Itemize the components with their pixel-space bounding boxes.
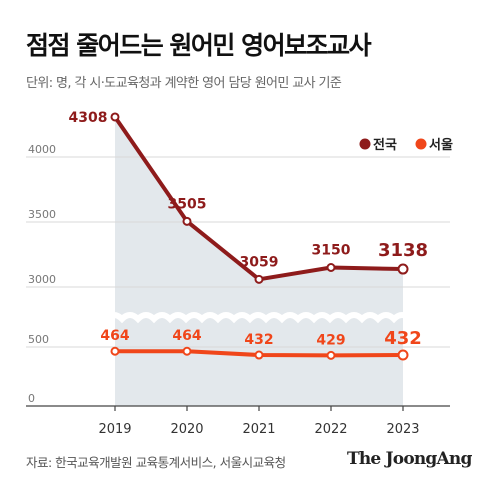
series-points-national — [110, 112, 409, 284]
data-point-seoul-2019 — [110, 346, 120, 356]
y-tick-label-3500: 3500 — [28, 208, 56, 221]
legend: 전국 서울 — [359, 137, 453, 153]
y-tick-label-500: 500 — [28, 333, 49, 346]
data-label-seoul-2019: 464 — [100, 328, 129, 344]
legend-label-national: 전국 — [373, 137, 397, 153]
y-tick-labels: 4000 3500 3000 500 0 — [28, 143, 56, 405]
data-point-seoul-2020 — [182, 346, 192, 356]
x-axis-ticks — [114, 406, 404, 411]
data-label-national-2019: 4308 — [69, 110, 108, 126]
data-label-national-2021: 3059 — [240, 254, 279, 270]
x-tick-label-2023: 2023 — [386, 422, 419, 437]
data-point-seoul-2022 — [326, 350, 336, 360]
chart-subtitle: 단위: 명, 각 시·도교육청과 계약한 영어 담당 원어민 교사 기준 — [26, 76, 342, 91]
y-tick-label-4000: 4000 — [28, 143, 56, 156]
data-point-national-2023 — [397, 263, 409, 275]
gridlines — [26, 156, 450, 348]
x-tick-label-2020: 2020 — [170, 422, 203, 437]
x-tick-label-2022: 2022 — [314, 422, 347, 437]
data-labels-national: 4308 3505 3059 3150 3138 — [69, 110, 429, 270]
x-tick-label-2021: 2021 — [242, 422, 275, 437]
x-tick-labels: 2019 2020 2021 2022 2023 — [98, 422, 419, 437]
series-points-seoul — [110, 346, 409, 361]
data-label-national-2022: 3150 — [312, 243, 351, 259]
data-label-seoul-2022: 429 — [316, 332, 345, 348]
data-label-seoul-2021: 432 — [244, 332, 273, 348]
data-point-seoul-2023 — [397, 349, 409, 361]
data-label-seoul-2020: 464 — [172, 328, 201, 344]
data-label-national-2020: 3505 — [168, 196, 207, 212]
source-note: 자료: 한국교육개발원 교육통계서비스, 서울시교육청 — [26, 455, 286, 470]
legend-marker-national — [359, 138, 371, 150]
chart-title: 점점 줄어드는 원어민 영어보조교사 — [26, 31, 372, 60]
legend-label-seoul: 서울 — [429, 137, 453, 153]
data-label-national-2023: 3138 — [378, 240, 428, 261]
data-labels-seoul: 464 464 432 429 432 — [100, 328, 421, 349]
data-label-seoul-2023: 432 — [384, 328, 422, 349]
data-point-national-2019 — [110, 112, 120, 122]
data-point-national-2021 — [254, 274, 264, 284]
data-point-seoul-2021 — [254, 350, 264, 360]
axis-break-wave — [23, 312, 461, 324]
national-area-fill — [115, 116, 403, 407]
legend-marker-seoul — [415, 138, 427, 150]
data-point-national-2020 — [182, 216, 192, 226]
x-tick-label-2019: 2019 — [98, 422, 131, 437]
data-point-national-2022 — [326, 263, 336, 272]
y-tick-label-3000: 3000 — [28, 273, 56, 286]
publisher-logo: The JoongAng — [347, 449, 472, 469]
y-tick-label-0: 0 — [28, 392, 35, 405]
